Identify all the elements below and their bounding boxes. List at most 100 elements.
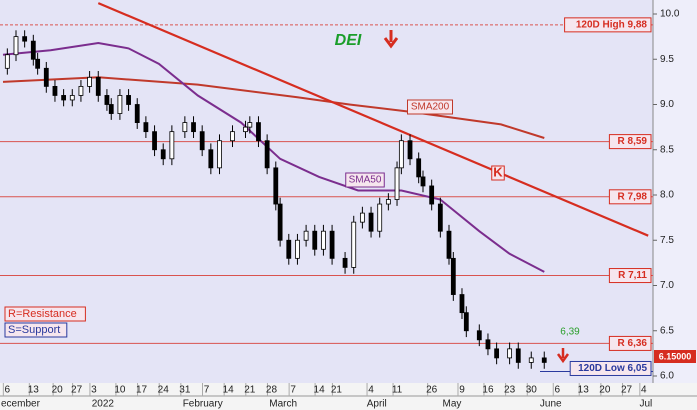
x-tick-label: 13 — [578, 385, 590, 396]
candle-body — [463, 312, 469, 332]
level-label-box — [608, 335, 652, 351]
month-label: May — [442, 399, 461, 410]
x-tick-label: 10 — [114, 385, 126, 396]
candle-body — [108, 104, 114, 114]
legend-label: R=Resistance — [8, 308, 77, 320]
candle-body — [134, 104, 140, 124]
trendline-label: K — [493, 164, 503, 179]
level-label-box — [564, 17, 652, 33]
candle-body — [420, 176, 426, 187]
candle-body — [264, 140, 270, 169]
down-arrow — [383, 30, 399, 49]
level-label-box — [608, 134, 652, 150]
candle-body — [52, 86, 58, 96]
x-tick-label: 17 — [136, 385, 148, 396]
candle-body — [247, 122, 253, 128]
candle-body — [437, 203, 443, 232]
level-label: 120D High 9,88 — [576, 20, 648, 31]
x-tick-label: 4 — [641, 385, 647, 396]
ticker: DEI — [335, 32, 362, 49]
candle-body — [450, 257, 456, 295]
indicator-line — [2, 41, 545, 273]
candle-body — [256, 122, 261, 142]
candle-body — [494, 348, 500, 359]
candle-body — [182, 122, 188, 133]
legend-label: S=Support — [8, 324, 60, 336]
y-tick-label: 7.5 — [660, 235, 674, 246]
candle-body — [368, 212, 374, 232]
candle-body — [541, 357, 547, 363]
price-tag-box — [654, 350, 696, 363]
candle-body — [295, 239, 300, 259]
level-label: 120D Low 6,05 — [578, 363, 647, 374]
candle-body — [143, 122, 149, 133]
candle-body — [416, 158, 422, 178]
x-tick-label: 3 — [91, 385, 97, 396]
month-label: Jul — [640, 399, 653, 410]
candle-body — [429, 185, 435, 205]
candle-body — [199, 131, 205, 151]
x-tick-label: 21 — [331, 385, 343, 396]
candle-body — [286, 239, 292, 259]
candle-body — [78, 86, 84, 96]
candle-body — [104, 95, 110, 105]
annotation: 6,39 — [560, 327, 580, 338]
month-label: June — [540, 399, 562, 410]
candle-body — [117, 95, 123, 114]
level-label: R 7,11 — [618, 270, 647, 281]
candle-body — [528, 357, 534, 363]
x-tick-label: 13 — [28, 385, 40, 396]
candle-body — [515, 348, 521, 363]
candle-body — [169, 131, 175, 160]
candle-body — [321, 230, 326, 250]
line-label-box — [407, 99, 453, 115]
x-tick-label: 7 — [204, 385, 210, 396]
candle-body — [485, 339, 491, 350]
candle-body — [476, 330, 482, 341]
candle-body — [43, 67, 49, 87]
level-label-box — [569, 360, 652, 376]
candle-body — [126, 95, 131, 105]
candle-body — [30, 40, 36, 60]
x-tick-label: 4 — [368, 385, 374, 396]
y-tick-label: 8.5 — [660, 144, 674, 155]
x-tick-label: 23 — [504, 385, 516, 396]
candle-body — [329, 230, 335, 259]
month-label: April — [367, 399, 387, 410]
x-tick-label: 28 — [266, 385, 278, 396]
x-tick-label: 16 — [482, 385, 494, 396]
candle-body — [394, 167, 400, 200]
month-label: March — [269, 399, 297, 410]
level-label-box — [608, 268, 652, 284]
down-arrow — [556, 348, 570, 364]
x-tick-label: 27 — [621, 385, 633, 396]
candle-body — [13, 36, 19, 56]
level-label: R 8,59 — [618, 136, 648, 147]
candle-body — [243, 126, 248, 133]
candle-body — [377, 203, 383, 232]
y-axis-background — [653, 0, 697, 383]
x-tick-label: 6 — [5, 385, 11, 396]
candle-body — [208, 149, 214, 169]
candle-body — [95, 76, 101, 96]
month-label: February — [183, 399, 223, 410]
candle-body — [507, 348, 513, 359]
candle-body — [69, 95, 75, 101]
y-tick-label: 10.0 — [660, 9, 680, 20]
candle-body — [191, 122, 196, 133]
candle-body — [87, 76, 92, 87]
x-tick-label: 11 — [392, 385, 403, 396]
candle-body — [152, 131, 157, 151]
level-label: R 6,36 — [618, 338, 648, 349]
y-tick-label: 8.0 — [660, 190, 674, 201]
y-tick-label: 7.0 — [660, 280, 674, 291]
candle-body — [312, 230, 318, 250]
x-tick-label: 24 — [158, 385, 170, 396]
x-tick-label: 27 — [71, 385, 83, 396]
level-label-box — [608, 189, 652, 205]
month-label: ecember — [1, 399, 41, 410]
line-label-box — [491, 165, 505, 181]
legend-box — [4, 306, 86, 322]
plot-background — [0, 0, 697, 383]
